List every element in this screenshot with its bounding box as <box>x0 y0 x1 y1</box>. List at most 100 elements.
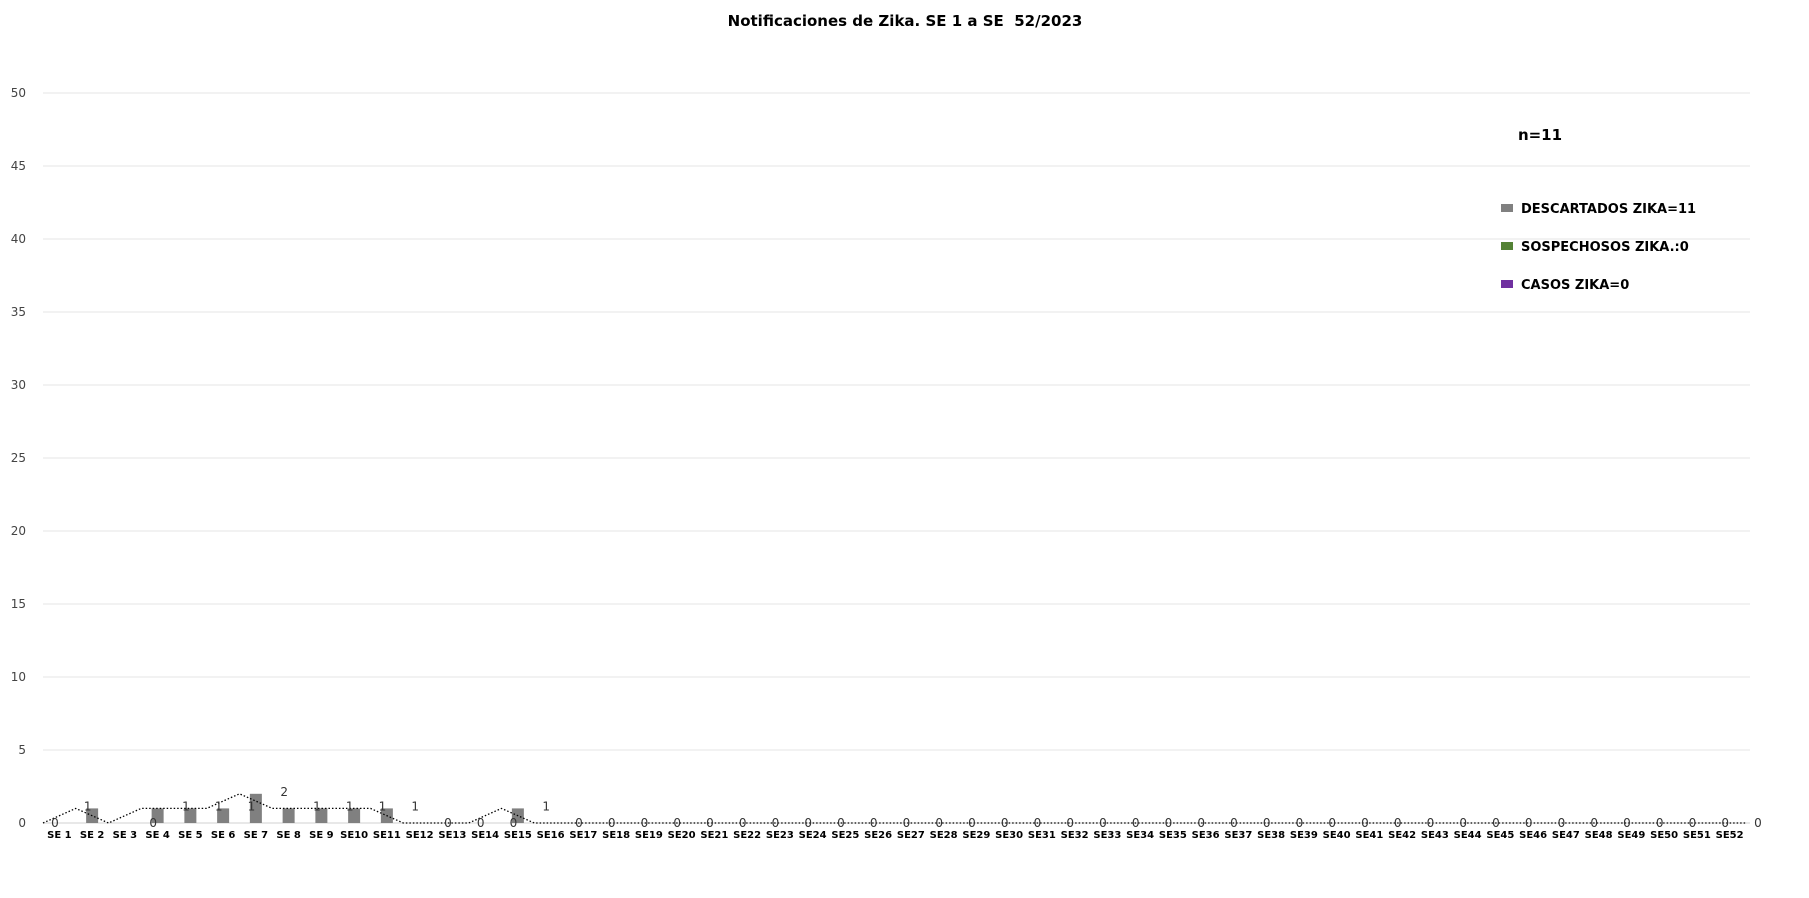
x-tick-label: SE38 <box>1257 830 1285 841</box>
x-tick-label: SE32 <box>1061 830 1089 841</box>
x-tick-label: SE52 <box>1716 830 1744 841</box>
x-tick-label: SE46 <box>1519 830 1547 841</box>
data-label: 0 <box>1099 816 1107 830</box>
x-tick-label: SE50 <box>1650 830 1678 841</box>
x-tick-label: SE49 <box>1617 830 1645 841</box>
x-tick-label: SE 1 <box>47 830 72 841</box>
data-label: 0 <box>706 816 714 830</box>
x-tick-label: SE43 <box>1421 830 1449 841</box>
data-label: 0 <box>1034 816 1042 830</box>
x-tick-label: SE37 <box>1224 830 1252 841</box>
x-tick-label: SE26 <box>864 830 892 841</box>
x-tick-label: SE39 <box>1290 830 1318 841</box>
x-tick-label: SE44 <box>1454 830 1482 841</box>
y-axis-ticks: 0 5 10 15 20 25 30 35 40 45 50 <box>11 86 26 830</box>
x-tick-label: SE51 <box>1683 830 1711 841</box>
bar <box>249 793 262 823</box>
legend-label: SOSPECHOSOS ZIKA.:0 <box>1521 240 1689 255</box>
x-axis-ticks: SE 1 SE 2 SE 3 SE 4 SE 5 SE 6 SE 7 SE 8 SE 9 SE10… <box>47 830 1744 841</box>
x-tick-label: SE31 <box>1028 830 1056 841</box>
bar <box>282 808 295 823</box>
data-label: 0 <box>935 816 943 830</box>
legend-swatch <box>1501 242 1513 250</box>
data-label: 0 <box>1394 816 1402 830</box>
legend-swatch <box>1501 280 1513 288</box>
y-tick-label: 45 <box>11 159 26 173</box>
data-label: 1 <box>182 799 190 813</box>
x-tick-label: SE18 <box>602 830 630 841</box>
data-label: 0 <box>1361 816 1369 830</box>
x-tick-label: SE48 <box>1585 830 1613 841</box>
data-label: 0 <box>477 816 485 830</box>
legend-label: DESCARTADOS ZIKA=11 <box>1521 202 1696 217</box>
bar <box>348 808 361 823</box>
data-label: 1 <box>411 799 419 813</box>
chart-title: Notificaciones de Zika. SE 1 a SE 52/202… <box>728 12 1083 30</box>
legend-label: CASOS ZIKA=0 <box>1521 278 1629 293</box>
x-tick-label: SE25 <box>831 830 859 841</box>
x-tick-label: SE23 <box>766 830 794 841</box>
bar <box>151 808 164 823</box>
y-tick-label: 30 <box>11 378 26 392</box>
x-tick-label: SE12 <box>406 830 434 841</box>
x-tick-label: SE 3 <box>113 830 138 841</box>
x-tick-label: SE 5 <box>178 830 203 841</box>
x-tick-label: SE17 <box>569 830 597 841</box>
x-tick-label: SE10 <box>340 830 368 841</box>
legend-swatch <box>1501 204 1513 212</box>
x-tick-label: SE28 <box>930 830 958 841</box>
data-label: 0 <box>1427 816 1435 830</box>
x-tick-label: SE 7 <box>244 830 269 841</box>
data-label: 1 <box>379 799 387 813</box>
trend-line-layer <box>42 793 1746 824</box>
x-tick-label: SE16 <box>537 830 565 841</box>
data-label: 1 <box>248 799 256 813</box>
data-label: 0 <box>608 816 616 830</box>
data-label: 1 <box>313 799 321 813</box>
x-tick-label: SE15 <box>504 830 532 841</box>
x-tick-label: SE41 <box>1355 830 1383 841</box>
data-label: 0 <box>1197 816 1205 830</box>
y-tick-label: 20 <box>11 524 26 538</box>
bar <box>315 808 328 823</box>
bar <box>217 808 230 823</box>
data-label: 1 <box>84 799 92 813</box>
x-tick-label: SE 6 <box>211 830 236 841</box>
grid-layer <box>43 92 1750 824</box>
x-tick-label: SE29 <box>962 830 990 841</box>
x-tick-label: SE30 <box>995 830 1023 841</box>
x-tick-label: SE13 <box>438 830 466 841</box>
data-label: 0 <box>1066 816 1074 830</box>
x-tick-label: SE11 <box>373 830 401 841</box>
data-label: 0 <box>575 816 583 830</box>
data-label: 0 <box>1165 816 1173 830</box>
x-tick-label: SE24 <box>799 830 827 841</box>
data-label: 0 <box>739 816 747 830</box>
y-tick-label: 40 <box>11 232 26 246</box>
data-label: 0 <box>1492 816 1500 830</box>
data-label: 0 <box>804 816 812 830</box>
y-tick-label: 25 <box>11 451 26 465</box>
x-tick-label: SE20 <box>668 830 696 841</box>
data-label: 0 <box>968 816 976 830</box>
y-tick-label: 50 <box>11 86 26 100</box>
x-tick-label: SE45 <box>1486 830 1514 841</box>
data-label: 0 <box>1525 816 1533 830</box>
data-label: 0 <box>1721 816 1729 830</box>
x-tick-label: SE22 <box>733 830 761 841</box>
data-label: 0 <box>903 816 911 830</box>
data-label: 0 <box>444 816 452 830</box>
x-tick-label: SE 2 <box>80 830 105 841</box>
x-tick-label: SE 4 <box>145 830 170 841</box>
y-tick-label: 35 <box>11 305 26 319</box>
y-tick-label: 10 <box>11 670 26 684</box>
x-tick-label: SE14 <box>471 830 499 841</box>
x-tick-label: SE21 <box>700 830 728 841</box>
data-label: 0 <box>837 816 845 830</box>
x-tick-label: SE27 <box>897 830 925 841</box>
data-label: 0 <box>673 816 681 830</box>
x-tick-label: SE42 <box>1388 830 1416 841</box>
y-tick-label: 5 <box>18 743 26 757</box>
